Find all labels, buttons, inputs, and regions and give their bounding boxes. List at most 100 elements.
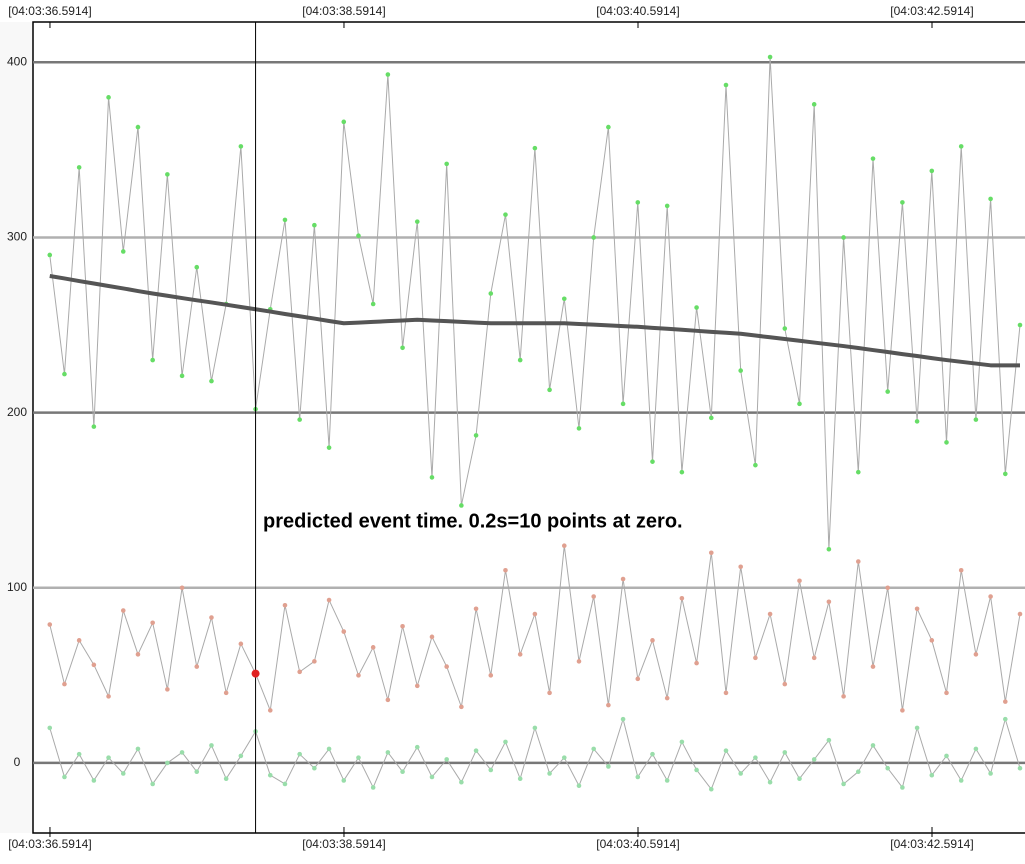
data-point [679,595,685,601]
data-point [855,469,861,475]
data-point [326,445,332,450]
data-point [1003,716,1008,722]
data-point [576,659,582,664]
data-point [547,387,552,393]
data-point [370,785,376,790]
data-point [694,660,699,666]
data-point [135,124,141,130]
data-point [238,641,244,647]
data-point [120,771,126,776]
data-point [870,156,876,161]
data-point [650,638,655,643]
data-point [429,475,435,480]
data-point [400,769,405,774]
data-point [341,119,347,125]
data-point [944,753,949,759]
data-point [606,702,611,708]
y-tick-label: 200 [7,405,27,419]
data-point [459,779,464,785]
data-point [973,746,979,752]
data-point [885,765,890,771]
data-point [826,546,832,552]
data-point [385,72,391,77]
axis-strip [0,22,33,833]
data-point [282,781,288,787]
data-point [797,776,802,781]
data-point [1017,765,1023,771]
data-point [723,82,729,88]
data-point [429,774,435,780]
data-point [444,664,449,669]
data-point [929,638,935,643]
data-point [150,357,155,363]
data-point [841,235,846,240]
data-point [826,599,832,605]
data-point [356,755,361,760]
data-point [826,737,832,743]
data-point [914,419,920,424]
data-point [620,401,626,407]
plot-frame [32,21,1025,834]
data-point [326,597,332,603]
data-point [179,585,185,591]
data-point [488,291,494,296]
data-point [738,771,743,776]
data-point [944,690,949,696]
data-point [503,567,508,573]
y-tick-label: 0 [14,755,21,769]
data-point [459,503,464,508]
data-point [47,725,53,731]
data-point [929,168,935,174]
data-point [620,576,626,582]
data-point [106,694,111,699]
data-point [179,750,185,755]
data-point [606,764,611,769]
annotation: predicted event time. 0.2s=10 points at … [263,510,683,532]
data-point [973,652,979,657]
data-point [444,757,449,762]
data-point [150,781,155,787]
y-tick-label: 100 [7,580,27,594]
data-point [870,664,876,669]
data-point [753,755,758,760]
data-point [267,772,273,778]
data-point [782,681,788,687]
data-point [223,776,229,781]
data-point [165,760,170,766]
data-point [223,690,229,696]
data-point [958,144,964,149]
data-point [282,217,288,223]
data-point [400,624,405,629]
data-point [429,634,435,640]
y-tick-label: 400 [7,54,27,68]
data-point [635,774,641,780]
data-point [209,378,214,384]
data-point [561,755,567,760]
data-point [297,669,302,675]
data-point [591,235,596,240]
data-point [620,716,626,722]
data-point [664,695,670,701]
data-point [767,54,773,60]
data-point [91,424,97,429]
data-point [414,683,420,689]
data-point [312,765,317,771]
data-point [723,748,729,753]
data-point [841,781,846,787]
data-point [76,638,82,643]
data-point [106,755,111,760]
data-point [370,645,376,650]
data-point [91,778,97,783]
data-point [650,751,655,757]
data-point [135,652,141,657]
data-point [635,200,641,205]
data-point [503,212,508,217]
data-point [988,196,993,202]
data-point [811,102,817,107]
plot-area [47,22,1023,833]
data-point [297,417,302,422]
data-point [900,200,905,205]
data-point [47,622,53,627]
